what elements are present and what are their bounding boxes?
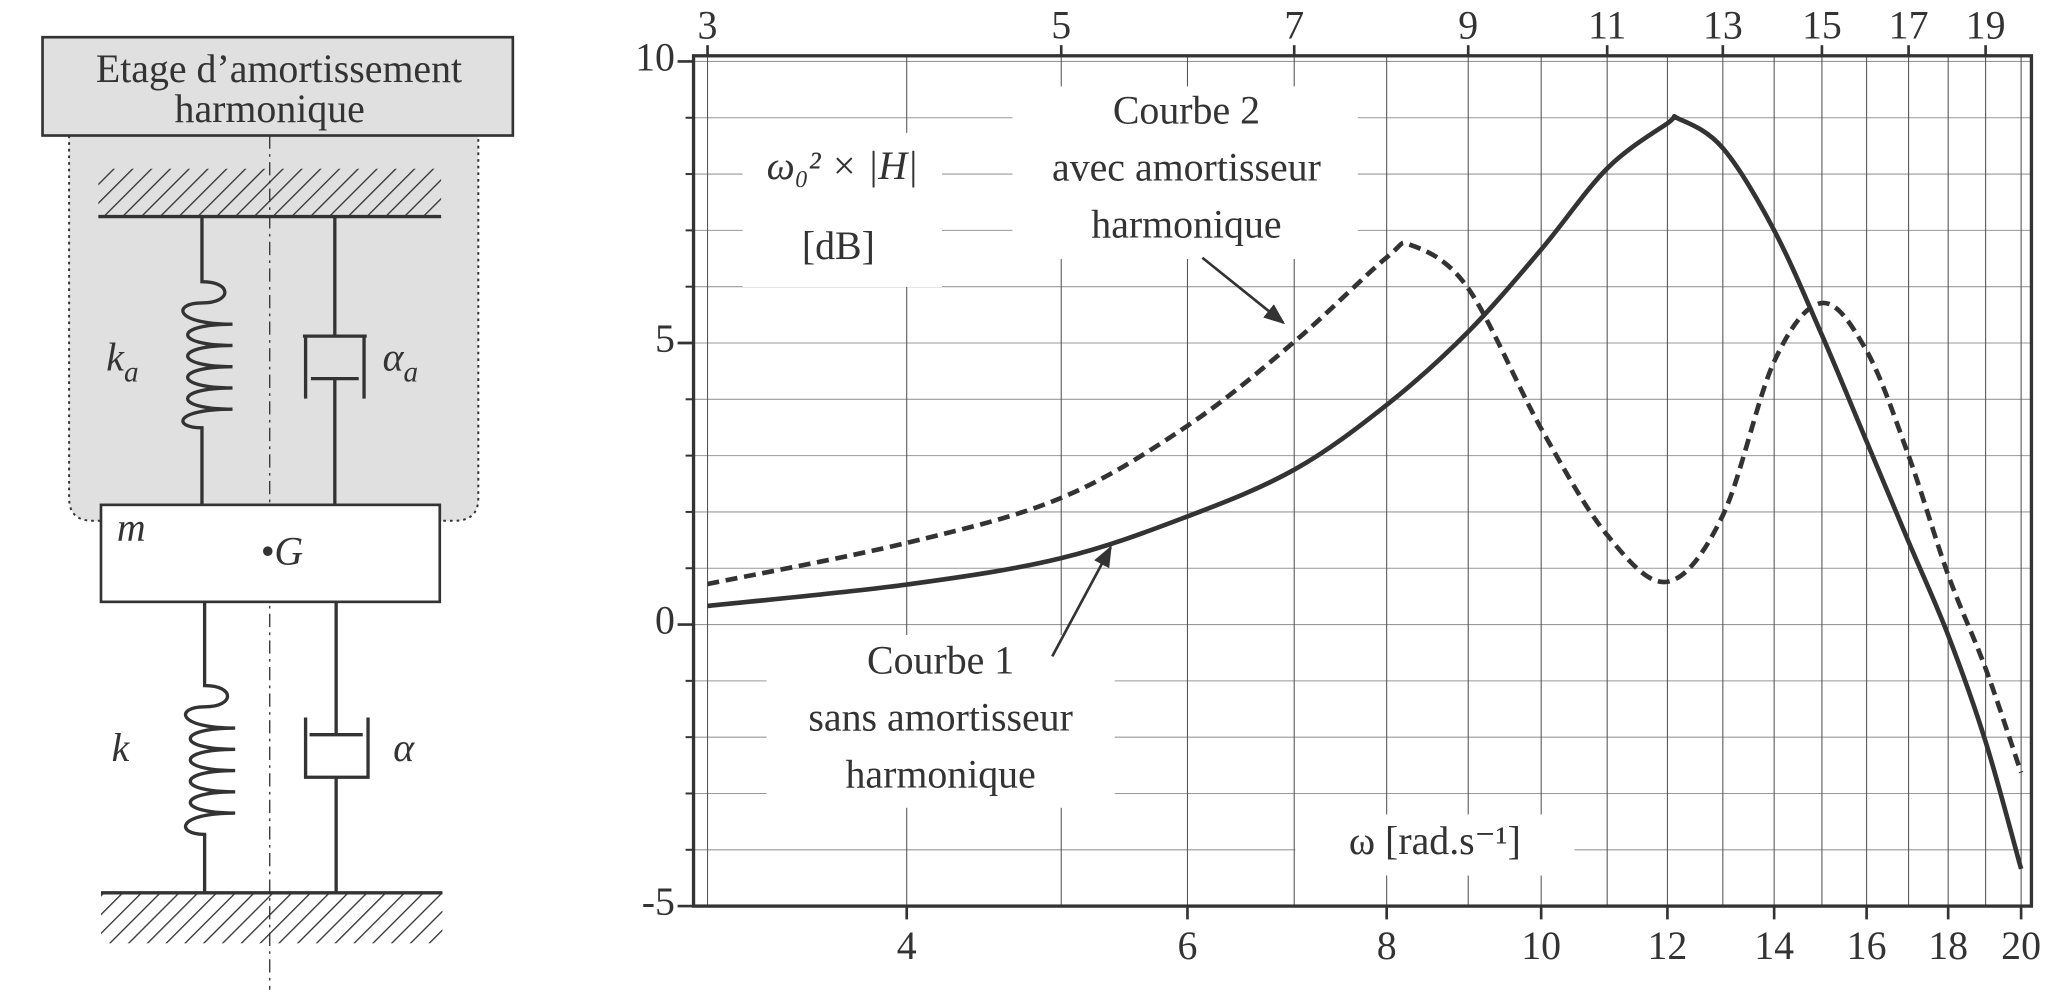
x2-tick-label: 13 xyxy=(1703,2,1743,47)
subscript: a xyxy=(124,356,139,388)
annotation: Courbe 1 xyxy=(867,637,1014,682)
center-label: •G xyxy=(260,528,303,573)
plot-frame xyxy=(691,54,2034,908)
label-background xyxy=(742,132,942,287)
annotation: Courbe 2 xyxy=(1113,87,1260,132)
label-background xyxy=(1295,814,1575,876)
y-tick-label: -5 xyxy=(642,879,675,924)
damper-label: α xyxy=(393,725,415,770)
mechanical-diagram xyxy=(41,35,515,990)
annotation: harmonique xyxy=(1091,202,1281,247)
annotation-arrow xyxy=(1051,545,1112,657)
spring-label: k xyxy=(112,725,131,770)
x2-tick-label: 19 xyxy=(1966,2,2006,47)
x-tick-label: 16 xyxy=(1847,923,1887,968)
y-axis-label: ω₀² × |H| xyxy=(767,143,918,188)
symbol: k xyxy=(106,335,125,380)
symbol: α xyxy=(383,335,405,380)
annotation: sans amortisseur xyxy=(808,695,1072,740)
x-tick-label: 12 xyxy=(1647,923,1687,968)
x2-tick-label: 17 xyxy=(1889,2,1929,47)
x2-tick-label: 11 xyxy=(1588,2,1626,47)
annotation-arrow xyxy=(1201,256,1286,325)
x2-tick-label: 7 xyxy=(1284,2,1304,47)
y-tick-label: 10 xyxy=(635,35,675,80)
y-tick-label: 5 xyxy=(655,316,675,361)
x-tick-label: 4 xyxy=(897,923,917,968)
mass-label: m xyxy=(117,505,146,550)
x-tick-label: 18 xyxy=(1928,923,1968,968)
stage-title: Etage d’amortissement xyxy=(96,46,462,91)
y-tick-label: 0 xyxy=(655,598,675,643)
x-tick-label: 8 xyxy=(1377,923,1397,968)
y-axis-unit: [dB] xyxy=(802,223,875,268)
x-tick-label: 14 xyxy=(1754,923,1794,968)
data-line xyxy=(707,240,2024,774)
label-background xyxy=(1012,86,1358,260)
chart: -5 0 5 10 4 6 8 10 12 14 16 18 20 3 5 7 9 11 13 15 17 19 ω₀² ×… xyxy=(635,2,2041,968)
x-tick-label: 10 xyxy=(1521,923,1561,968)
x-axis-label: ω [rad.s⁻¹] xyxy=(1349,818,1521,863)
spring-label: ka xyxy=(106,335,138,389)
data-line xyxy=(707,113,2024,870)
damper-label: αa xyxy=(383,335,419,389)
x2-tick-label: 3 xyxy=(698,2,718,47)
annotation: avec amortisseur xyxy=(1052,145,1321,190)
stage-title: harmonique xyxy=(175,86,365,131)
annotation: harmonique xyxy=(845,752,1035,797)
x-tick-label: 20 xyxy=(2001,923,2041,968)
x-tick-label: 6 xyxy=(1178,923,1198,968)
x2-tick-label: 5 xyxy=(1051,2,1071,47)
label-background xyxy=(766,635,1115,808)
x2-tick-label: 15 xyxy=(1802,2,1842,47)
subscript: a xyxy=(404,356,419,388)
x2-tick-label: 9 xyxy=(1458,2,1478,47)
